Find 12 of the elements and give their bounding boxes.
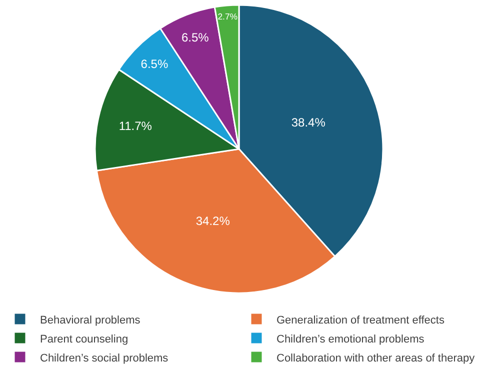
legend-label: Behavioral problems bbox=[40, 314, 141, 326]
data-label: 38.4% bbox=[291, 115, 326, 130]
data-label: 34.2% bbox=[196, 214, 230, 228]
legend-label: Generalization of treatment effects bbox=[276, 314, 445, 326]
data-label: 2.7% bbox=[218, 12, 238, 22]
data-label: 6.5% bbox=[140, 57, 168, 72]
data-label: 6.5% bbox=[181, 30, 210, 45]
legend-label: Collaboration with other areas of therapy bbox=[276, 352, 476, 364]
data-label: 11.7% bbox=[118, 119, 152, 134]
legend-label: Children’s emotional problems bbox=[276, 333, 425, 346]
legend-label: Children’s social problems bbox=[40, 352, 169, 364]
legend-label: Parent counseling bbox=[40, 333, 128, 346]
